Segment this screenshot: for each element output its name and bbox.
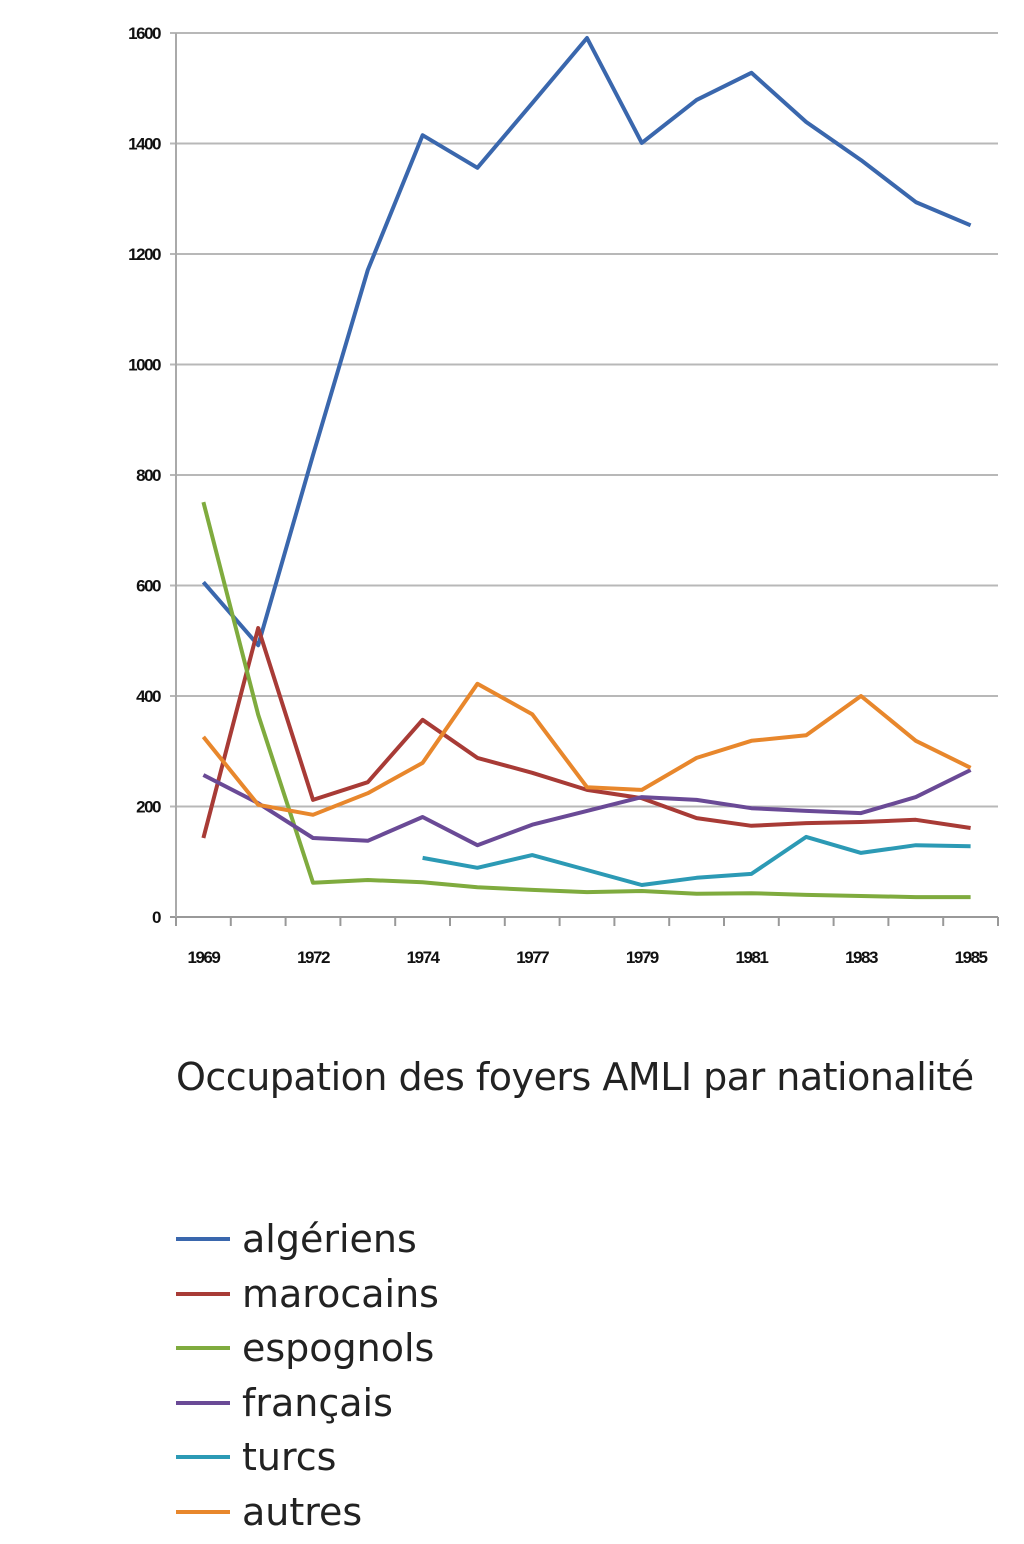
series-line-espognols — [201, 501, 971, 900]
legend-swatch — [176, 1509, 230, 1514]
legend-label: français — [242, 1380, 393, 1425]
legend-swatch — [176, 1400, 230, 1405]
x-tick-label: 1985 — [955, 948, 988, 967]
legend-item: turcs — [176, 1430, 439, 1485]
legend-item: espognols — [176, 1321, 439, 1376]
y-tick-label: 1400 — [128, 135, 161, 154]
x-tick-label: 1979 — [626, 948, 659, 967]
y-tick-label: 400 — [136, 687, 161, 706]
x-tick-label: 1972 — [297, 948, 330, 967]
x-tick-label: 1983 — [845, 948, 878, 967]
legend-item: marocains — [176, 1267, 439, 1322]
y-tick-label: 200 — [136, 798, 161, 817]
y-tick-label: 1600 — [128, 24, 161, 43]
series-line-marocains — [201, 626, 971, 839]
legend-item: autres — [176, 1485, 439, 1540]
legend-label: turcs — [242, 1435, 337, 1480]
legend-swatch — [176, 1237, 230, 1242]
legend-label: espognols — [242, 1326, 435, 1371]
legend-swatch — [176, 1291, 230, 1296]
legend-label: marocains — [242, 1271, 439, 1316]
y-tick-label: 1000 — [128, 356, 161, 375]
line-chart: 0 200 400 600 800 1000 1200 1400 1600 1969 1972 197… — [128, 24, 999, 967]
legend-item: français — [176, 1376, 439, 1431]
y-tick-label: 1200 — [128, 245, 161, 264]
x-tick-label: 1969 — [187, 948, 220, 967]
x-tick-label: 1977 — [516, 948, 549, 967]
series-line-turcs — [422, 834, 971, 887]
legend-label: autres — [242, 1489, 363, 1534]
x-tick-label: 1974 — [407, 948, 441, 967]
chart-title: Occupation des foyers AMLI par nationali… — [176, 1055, 974, 1099]
y-tick-label: 800 — [136, 466, 161, 485]
series-line-algériens — [201, 36, 972, 648]
legend-item: algériens — [176, 1212, 439, 1267]
y-tick-label: 0 — [152, 908, 161, 927]
legend-swatch — [176, 1455, 230, 1460]
legend: algériens marocains espognols français turcs… — [176, 1212, 439, 1539]
legend-swatch — [176, 1346, 230, 1351]
series-line-autres — [201, 681, 972, 817]
y-tick-label: 600 — [136, 577, 161, 596]
legend-label: algériens — [242, 1217, 417, 1262]
x-tick-label: 1981 — [735, 948, 768, 967]
series-line-français — [202, 768, 972, 848]
